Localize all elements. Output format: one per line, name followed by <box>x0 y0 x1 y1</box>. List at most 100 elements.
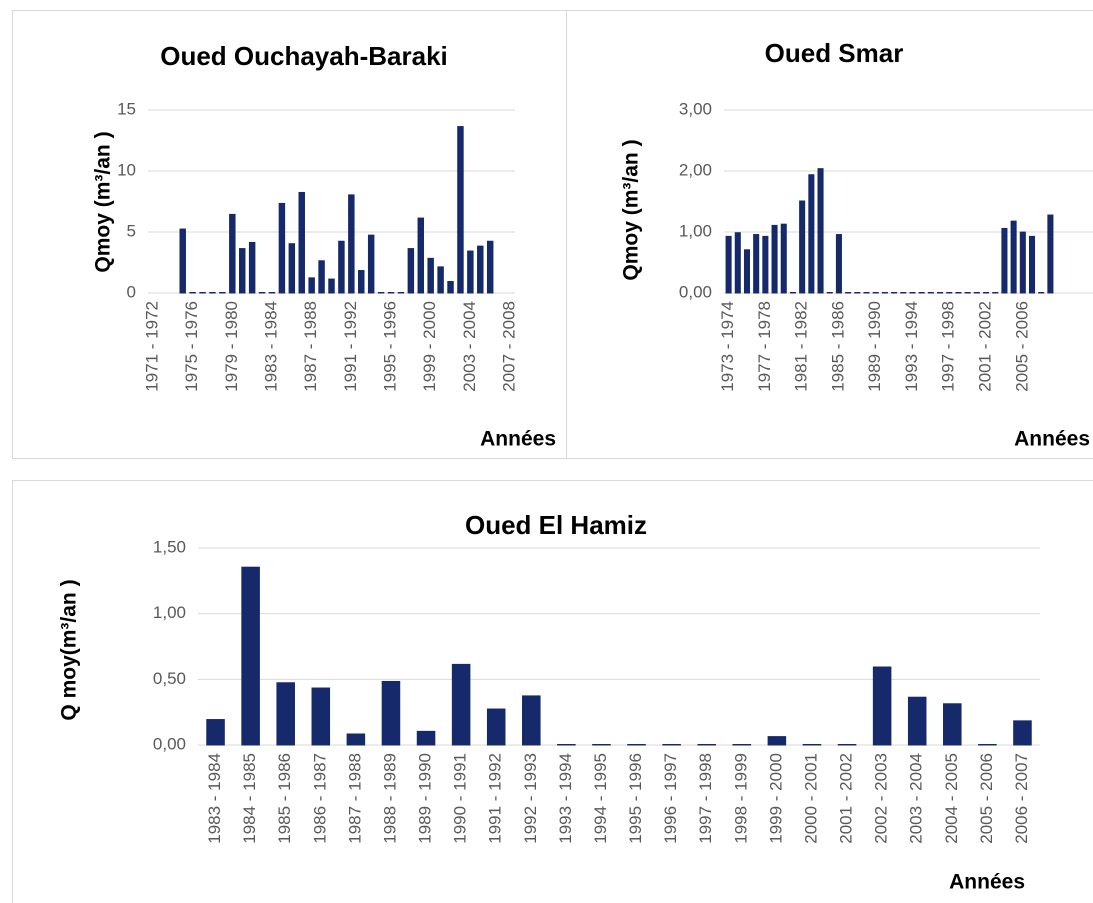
y-tick-label: 1,00 <box>153 603 186 622</box>
bar <box>955 292 962 294</box>
x-tick-label: 2003 - 2004 <box>907 753 926 844</box>
bar <box>258 292 266 294</box>
bar <box>308 277 315 294</box>
x-tick-label: 1993 - 1994 <box>902 301 921 392</box>
bar <box>367 234 375 294</box>
bar <box>767 736 787 746</box>
x-tick-label: 1999 - 2000 <box>420 301 439 392</box>
bar <box>199 292 206 294</box>
x-tick-label: 1985 - 1986 <box>275 753 294 844</box>
x-tick-label: 1983 - 1984 <box>205 753 224 844</box>
y-axis-title: Q moy(m³/an ) <box>58 579 81 720</box>
y-tick-label: 1,00 <box>679 221 712 240</box>
x-tick-label: 1998 - 1999 <box>731 753 750 844</box>
bar <box>377 292 385 294</box>
bar <box>872 292 879 294</box>
bar <box>276 682 295 746</box>
bar <box>1010 220 1017 294</box>
y-tick-label: 1,50 <box>153 537 186 556</box>
x-tick-label: 1987 - 1988 <box>301 301 320 392</box>
panel-frame <box>566 10 1093 459</box>
bar <box>557 744 576 746</box>
bar <box>725 235 732 294</box>
x-tick-label: 1986 - 1987 <box>310 753 329 844</box>
bar <box>826 292 833 294</box>
bar <box>338 240 345 294</box>
y-tick-label: 2,00 <box>679 160 712 179</box>
chart-title: Oued El Hamiz <box>465 510 647 540</box>
x-tick-label: 2001 - 2002 <box>976 301 995 392</box>
bar <box>179 228 186 294</box>
bar <box>978 744 997 746</box>
bar <box>1038 292 1045 294</box>
x-tick-label: 1988 - 1989 <box>380 753 399 844</box>
bar <box>732 744 752 746</box>
x-tick-label: 1996 - 1997 <box>661 753 680 844</box>
x-tick-label: 1973 - 1974 <box>718 301 737 392</box>
x-tick-label: 1994 - 1995 <box>591 753 610 844</box>
bar <box>206 719 225 746</box>
bar <box>837 744 857 746</box>
bar <box>592 744 611 746</box>
bar <box>1028 235 1036 294</box>
bar <box>817 168 824 294</box>
bar <box>753 234 760 294</box>
y-tick-label: 10 <box>117 160 136 179</box>
bar <box>209 292 216 294</box>
x-tick-label: 2005 - 2006 <box>977 753 996 844</box>
bar <box>964 292 971 294</box>
x-tick-label: 1992 - 1993 <box>521 753 540 844</box>
y-tick-label: 0 <box>127 282 136 301</box>
bar <box>229 213 236 294</box>
bar <box>743 249 751 294</box>
chart-title: Oued Smar <box>765 38 904 68</box>
x-tick-label: 2002 - 2003 <box>872 753 891 844</box>
x-tick-label: 1990 - 1991 <box>451 753 470 844</box>
bar <box>358 270 365 294</box>
bar <box>248 241 256 294</box>
bar <box>311 687 331 746</box>
x-tick-label: 1999 - 2000 <box>766 753 785 844</box>
x-tick-label: 1989 - 1990 <box>865 301 884 392</box>
x-tick-label: 2005 - 2006 <box>1012 301 1031 392</box>
x-tick-label: 2003 - 2004 <box>460 301 479 392</box>
bar <box>1047 214 1054 294</box>
bar <box>808 174 815 294</box>
bar <box>451 663 471 746</box>
x-axis-title: Années <box>480 428 556 451</box>
y-tick-label: 3,00 <box>679 99 712 118</box>
x-tick-label: 2004 - 2005 <box>942 753 961 844</box>
y-tick-label: 15 <box>117 99 136 118</box>
x-tick-label: 1983 - 1984 <box>261 301 280 392</box>
y-axis-title: Qmoy (m³/an ) <box>620 139 643 280</box>
bar <box>387 292 395 294</box>
x-axis-title: Années <box>949 871 1025 894</box>
bar <box>328 278 335 294</box>
x-tick-label: 2007 - 2008 <box>500 301 519 392</box>
bar <box>288 243 296 294</box>
bar <box>973 292 980 294</box>
x-tick-label: 1995 - 1996 <box>380 301 399 392</box>
x-tick-label: 1991 - 1992 <box>341 301 360 392</box>
bar <box>835 234 842 294</box>
bar <box>789 292 796 294</box>
bar <box>1013 720 1032 746</box>
bar <box>467 250 474 294</box>
bar <box>447 281 454 294</box>
bar <box>946 292 953 294</box>
bar <box>627 744 646 746</box>
bar <box>397 292 405 294</box>
bar <box>762 235 769 294</box>
y-tick-label: 5 <box>127 221 136 240</box>
x-tick-label: 1989 - 1990 <box>416 753 435 844</box>
bar <box>881 292 888 294</box>
panel-frame <box>12 480 1093 903</box>
bar <box>780 223 787 294</box>
bar <box>437 266 444 294</box>
x-axis-title: Années <box>1014 428 1090 451</box>
x-tick-label: 1971 - 1972 <box>142 301 161 392</box>
bar <box>407 248 415 294</box>
bar <box>662 744 681 746</box>
chart-title: Oued Ouchayah-Baraki <box>160 41 448 71</box>
